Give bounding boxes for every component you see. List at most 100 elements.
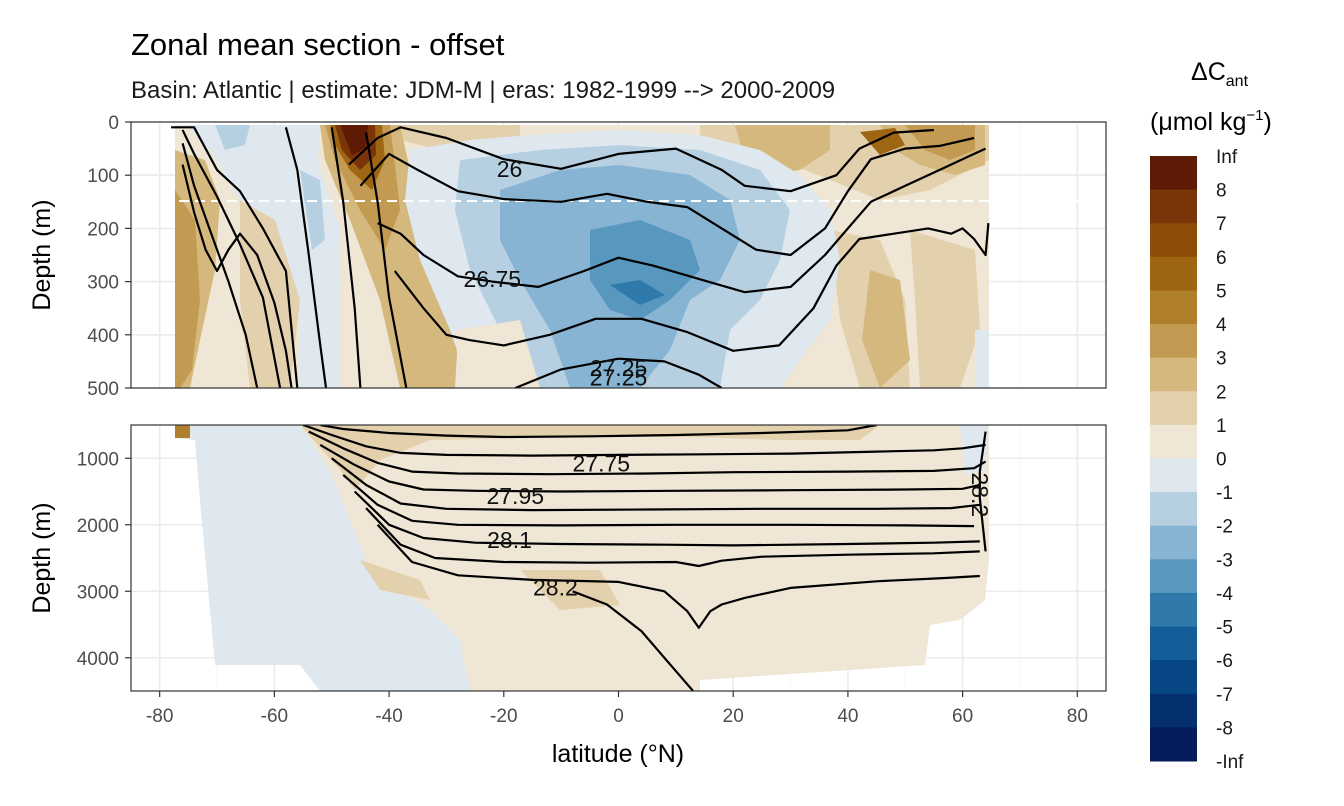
isopycnal-line-27.0 (393, 223, 990, 352)
colorbar-tick-label: 2 (1216, 382, 1227, 403)
colorbar-tick-label: -Inf (1216, 752, 1244, 773)
colorbar-labels: Inf 8 7 6 5 4 3 2 1 0 -1 -2 -3 -4 -5 -6 -7 -8 -Inf (1216, 147, 1244, 773)
isopycnal-line-28.25 (572, 590, 694, 691)
field-region (590, 220, 700, 320)
colorbar-swatch (1150, 693, 1197, 728)
contour-label: 26.75 (464, 266, 522, 292)
isopycnal-line-28.15 (365, 507, 980, 568)
colorbar-tick-label: -4 (1216, 584, 1233, 605)
colorbar-swatch (1150, 458, 1197, 493)
colorbar-swatch (1150, 189, 1197, 224)
field-region (175, 190, 200, 388)
contour-label: 28.2 (967, 472, 993, 517)
upper-depth-panel (130, 121, 1107, 389)
colorbar-tick-label: 1 (1216, 416, 1227, 437)
contour-label: 27.95 (486, 483, 544, 509)
contour-label: 26 (497, 156, 523, 182)
contour-label: 27.25 (590, 355, 648, 381)
isopycnal-line-26.0 (181, 129, 282, 388)
legend-unit: (μmol kg−1) (1150, 107, 1272, 136)
isopycnal-line-27.1 (365, 132, 408, 388)
colorbar-swatch (1150, 156, 1197, 191)
field-region (975, 330, 989, 388)
field-region (185, 125, 340, 388)
field-region (300, 170, 325, 250)
y-axis-title-upper: Depth (m) (28, 199, 56, 310)
x-axis-title: latitude (°N) (552, 740, 684, 768)
x-tick-label: 20 (723, 706, 744, 727)
y-tick-label: 2000 (77, 516, 119, 537)
colorbar-swatch (1150, 660, 1197, 695)
x-tick-label: 60 (952, 706, 973, 727)
field-region (215, 125, 250, 150)
chart-subtitle: Basin: Atlantic | estimate: JDM-M | eras… (131, 77, 835, 104)
colorbar-tick-label: 8 (1216, 181, 1227, 202)
colorbar-swatch (1150, 256, 1197, 291)
contour-label: 27.25 (590, 364, 648, 390)
isopycnal-line-26.25 (181, 143, 259, 388)
colorbar-swatch (1150, 290, 1197, 325)
field-region (910, 230, 980, 388)
field-region (905, 125, 975, 160)
y-axis-title-lower: Depth (m) (28, 502, 56, 613)
x-tick-label: -80 (146, 706, 173, 727)
field-region (340, 125, 368, 155)
colorbar-tick-label: -6 (1216, 651, 1233, 672)
colorbar (1150, 156, 1197, 762)
x-tick-label: 0 (613, 706, 624, 727)
isopycnal-line-26 (348, 126, 934, 193)
colorbar-swatch (1150, 391, 1197, 426)
colorbar-tick-label: -8 (1216, 718, 1233, 739)
colorbar-tick-label: 4 (1216, 315, 1227, 336)
isopycnal-line-27.95 (331, 457, 980, 512)
y-tick-label: 200 (87, 219, 119, 240)
x-tick-label: -60 (261, 706, 288, 727)
colorbar-swatch (1150, 223, 1197, 258)
x-tick-label: -20 (490, 706, 517, 727)
colorbar-tick-label: Inf (1216, 147, 1238, 168)
isopycnal-contours-upper (171, 126, 990, 388)
isopycnal-contours-lower (302, 425, 987, 691)
colorbar-tick-label: 6 (1216, 248, 1227, 269)
colorbar-tick-label: 3 (1216, 349, 1227, 370)
y-tick-label: 300 (87, 273, 119, 294)
x-tick-label: -40 (375, 706, 402, 727)
isopycnal-line-27.25 (514, 357, 723, 388)
colorbar-swatch (1150, 324, 1197, 359)
isopycnal-line-25.75 (171, 126, 299, 388)
isopycnal-line-28.1 (353, 490, 980, 547)
lower-depth-panel (130, 424, 1107, 692)
isopycnal-line-28.05 (342, 474, 975, 528)
y-tick-label: 4000 (77, 649, 119, 670)
contour-label: 28.1 (487, 527, 532, 553)
colorbar-tick-label: -7 (1216, 685, 1233, 706)
x-tick-label: 40 (837, 706, 858, 727)
colorbar-swatch (1150, 559, 1197, 594)
y-tick-label: 400 (87, 326, 119, 347)
y-tick-label: 500 (87, 379, 119, 400)
isopycnal-line-26.5 (359, 136, 975, 257)
colorbar-tick-label: 5 (1216, 281, 1227, 302)
y-tick-label: 100 (87, 166, 119, 187)
colorbar-tick-label: 0 (1216, 450, 1227, 471)
y-tick-label: 1000 (77, 449, 119, 470)
colorbar-tick-label: -2 (1216, 517, 1233, 538)
colorbar-swatch (1150, 492, 1197, 527)
isopycnal-line-28.2 (376, 524, 980, 629)
y-tick-label: 0 (108, 113, 119, 134)
isopycnal-line-26.75 (377, 147, 987, 294)
colorbar-swatch (1150, 357, 1197, 392)
field-region (360, 560, 430, 600)
field-region (860, 128, 905, 155)
y-tick-label: 3000 (77, 582, 119, 603)
isopycnal-line-27.75 (308, 430, 987, 476)
isopycnal-line-north-edge (978, 431, 987, 552)
isopycnal-line-27.5 (302, 425, 986, 457)
field-region (455, 320, 540, 388)
isopycnal-line-26.75 (284, 127, 328, 388)
colorbar-swatch (1150, 525, 1197, 560)
axes: -80 -60 -40 -20 0 20 40 60 80 0 100 200 300 400 500 100… (77, 113, 1088, 727)
colorbar-legend: ΔCant (μmol kg−1) Inf 8 7 6 5 4 3 2 1 0 -1 -2 -3 -4 -5… (1150, 58, 1272, 773)
colorbar-tick-label: -3 (1216, 550, 1233, 571)
